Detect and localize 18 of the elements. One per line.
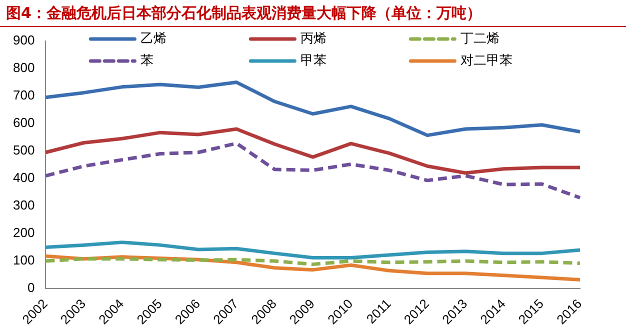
y-tick-label: 700	[12, 88, 35, 103]
legend-label: 甲苯	[300, 53, 327, 68]
chart-title: 图4：金融危机后日本部分石化制品表观消费量大幅下降（单位：万吨）	[0, 0, 626, 27]
y-tick-label: 900	[12, 32, 35, 48]
legend-label: 丙烯	[300, 31, 327, 46]
y-tick-label: 400	[12, 170, 35, 186]
legend-label: 丁二烯	[460, 31, 500, 46]
legend-label: 对二甲苯	[460, 53, 513, 68]
y-tick-label: 200	[12, 225, 35, 240]
legend-label: 苯	[140, 53, 154, 68]
y-tick-label: 100	[12, 252, 35, 268]
y-tick-label: 0	[27, 280, 35, 296]
line-series	[44, 142, 582, 200]
y-tick-label: 500	[12, 142, 35, 158]
y-tick-label: 800	[12, 60, 35, 76]
y-tick-label: 300	[12, 198, 35, 213]
legend-label: 乙烯	[140, 31, 167, 46]
y-tick-label: 600	[12, 115, 35, 130]
